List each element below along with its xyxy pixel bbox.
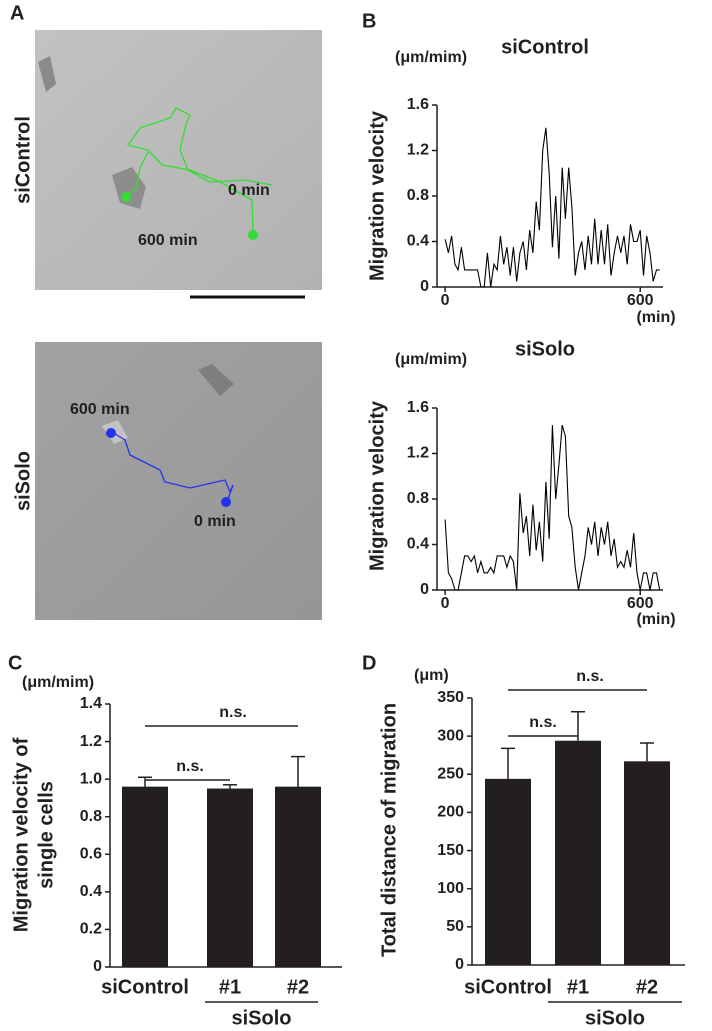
chart-title: siSolo: [515, 338, 575, 360]
bar: [122, 786, 168, 967]
y-tick-label: 1.0: [80, 770, 102, 787]
panel-letter: A: [10, 2, 24, 24]
y-tick-label: 0.4: [80, 883, 102, 900]
micrograph: [35, 342, 322, 620]
track-end: [121, 192, 131, 202]
y-tick-label: 0: [93, 958, 102, 975]
y-tick-label: 1.6: [407, 96, 429, 113]
x-tick-label: #1: [567, 976, 589, 998]
y-tick-label: 1.2: [407, 142, 429, 159]
y-axis-label: single cells: [35, 781, 57, 889]
x-tick-label: 600: [627, 595, 654, 612]
line: [444, 127, 660, 288]
y-tick-label: 350: [437, 689, 464, 706]
track: [125, 107, 273, 236]
x-tick-label: #2: [636, 976, 658, 998]
track-end: [106, 428, 116, 438]
y-tick-label: 200: [437, 804, 464, 821]
significance-label: n.s.: [176, 758, 204, 775]
y-tick-label: 250: [437, 766, 464, 783]
y-tick-label: 300: [437, 727, 464, 744]
x-tick-label: 0: [441, 292, 450, 309]
y-tick-label: 0.4: [407, 233, 429, 250]
y-axis-label: Migration velocity: [366, 400, 388, 571]
micrograph: [35, 30, 322, 290]
panel-letter: B: [362, 10, 376, 32]
y-tick-label: 50: [446, 918, 464, 935]
y-tick-label: 0: [455, 956, 464, 973]
bar: [555, 740, 601, 965]
x-unit: (min): [636, 309, 675, 326]
y-tick-label: 0.4: [407, 536, 429, 553]
time-label: 600 min: [138, 232, 198, 249]
y-unit: (μm/mim): [22, 674, 94, 691]
y-tick-label: 1.6: [407, 399, 429, 416]
line: [444, 424, 661, 591]
track-start: [221, 497, 231, 507]
chart-title: siControl: [501, 36, 589, 58]
x-unit: (min): [636, 611, 675, 628]
y-unit: (μm): [414, 667, 449, 684]
significance-label: n.s.: [529, 714, 557, 731]
track-start: [248, 230, 258, 240]
x-tick-label: siControl: [101, 976, 189, 998]
group-label: siSolo: [231, 1007, 291, 1029]
y-tick-label: 150: [437, 842, 464, 859]
time-label: 0 min: [194, 513, 236, 530]
y-tick-label: 0.6: [80, 846, 102, 863]
cell: [198, 364, 234, 396]
y-tick-label: 1.2: [407, 445, 429, 462]
y-axis-label: Total distance of migration: [378, 703, 400, 957]
row-label: siSolo: [12, 451, 34, 511]
y-tick-label: 0: [420, 278, 429, 295]
y-tick-label: 1.4: [80, 695, 102, 712]
y-tick-label: 0.8: [407, 187, 429, 204]
bar: [485, 778, 531, 965]
y-unit: (μm/mim): [395, 351, 467, 368]
group-label: siSolo: [585, 1007, 645, 1029]
bar: [207, 788, 253, 967]
panel-letter: C: [8, 652, 22, 674]
y-tick-label: 1.2: [80, 733, 102, 750]
bar: [624, 761, 670, 965]
y-axis-label: Migration velocity of: [10, 737, 32, 932]
x-tick-label: 0: [441, 595, 450, 612]
y-tick-label: 0.2: [80, 921, 102, 938]
x-tick-label: #2: [287, 976, 309, 998]
significance-label: n.s.: [219, 704, 247, 721]
x-tick-label: 600: [627, 292, 654, 309]
y-tick-label: 0.8: [407, 490, 429, 507]
x-tick-label: #1: [219, 976, 241, 998]
bar: [275, 786, 321, 967]
x-tick-label: siControl: [464, 976, 552, 998]
time-label: 0 min: [228, 182, 270, 199]
y-tick-label: 0.8: [80, 808, 102, 825]
row-label: siControl: [12, 116, 34, 204]
y-tick-label: 100: [437, 880, 464, 897]
panel-letter: D: [362, 652, 376, 674]
cell: [38, 56, 56, 92]
time-label: 600 min: [70, 401, 130, 418]
significance-label: n.s.: [576, 668, 604, 685]
y-tick-label: 0: [420, 581, 429, 598]
track: [111, 431, 234, 503]
y-unit: (μm/mim): [395, 49, 467, 66]
y-axis-label: Migration velocity: [366, 110, 388, 281]
